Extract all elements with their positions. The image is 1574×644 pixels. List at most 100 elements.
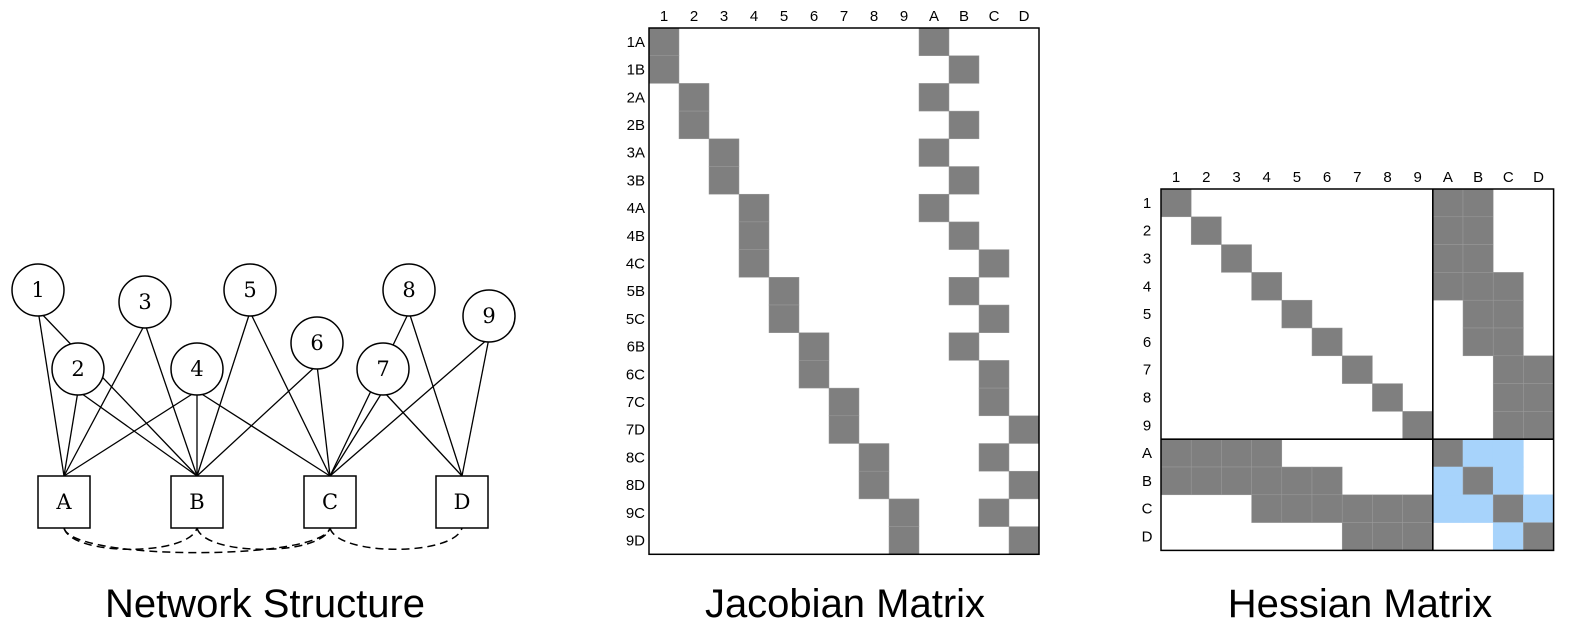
edge-5-B (196, 311, 251, 477)
hessian-filled-cell (1492, 383, 1524, 412)
hessian-filled-cell (1462, 299, 1494, 329)
hessian-filled-cell (1341, 522, 1373, 551)
hessian-highlight-cell (1432, 494, 1464, 523)
hessian-highlight-cell (1492, 522, 1524, 551)
edge-2-B (77, 390, 198, 477)
jacobian-filled-cell (948, 277, 980, 306)
jacobian-filled-cell (858, 470, 890, 500)
hessian-filled-cell (1462, 188, 1494, 218)
hessian-row-label: 9 (1143, 417, 1151, 434)
edge-9-D (461, 337, 490, 477)
jacobian-filled-cell (798, 360, 830, 389)
jacobian-filled-cell (978, 443, 1010, 472)
hessian-filled-cell (1462, 327, 1494, 357)
jacobian-column-label: 1 (660, 8, 668, 25)
jacobian-filled-cell (738, 249, 770, 278)
jacobian-column-label: 3 (720, 8, 728, 25)
variable-circle (170, 342, 224, 396)
jacobian-filled-cell (1008, 415, 1040, 444)
jacobian-row-label: 6C (626, 366, 645, 383)
variable-label: 6 (310, 331, 323, 355)
network-structure-diagram: A B C D 1 2 3 4 5 6 7 8 9 (11, 263, 516, 554)
variable-node-4: 4 (170, 342, 224, 396)
edge-1-B (37, 309, 198, 477)
edge-8-C (329, 311, 410, 477)
variable-node-8: 8 (382, 263, 436, 317)
jacobian-filled-cell (708, 138, 740, 167)
hessian-filled-cell (1221, 244, 1252, 273)
factor-label: C (322, 490, 338, 514)
jacobian-filled-cell (948, 110, 980, 140)
jacobian-filled-cell (648, 27, 680, 56)
hessian-filled-cell (1492, 411, 1524, 440)
jacobian-filled-cell (738, 221, 770, 250)
hessian-filled-cell (1523, 522, 1554, 551)
factor-node-C: C (303, 475, 357, 529)
jacobian-row-label: 3A (627, 145, 645, 162)
jacobian-row-label: 3B (627, 172, 645, 189)
hessian-filled-cell (1281, 299, 1313, 329)
factor-node-A: A (37, 475, 91, 529)
variable-label: 2 (71, 357, 84, 381)
jacobian-filled-cell (978, 360, 1010, 389)
variable-label: 4 (190, 357, 203, 381)
hessian-filled-cell (1190, 466, 1222, 496)
hessian-column-label: 9 (1414, 169, 1422, 186)
hessian-filled-cell (1251, 494, 1283, 523)
jacobian-column-label: 6 (810, 8, 818, 25)
hessian-filled-cell (1462, 216, 1494, 245)
hessian-filled-cell (1251, 466, 1283, 496)
hessian-filled-cell (1221, 438, 1252, 468)
jacobian-row-label: 1B (627, 62, 645, 79)
hessian-filled-cell (1432, 244, 1464, 273)
edge-1-A (37, 309, 65, 477)
jacobian-column-label: 2 (690, 8, 698, 25)
hessian-column-label: B (1473, 169, 1483, 186)
variable-circle (382, 263, 436, 317)
hessian-highlight-cell (1492, 466, 1524, 496)
hessian-filled-cell (1160, 466, 1192, 496)
hessian-row-label: B (1142, 473, 1152, 490)
jacobian-column-label: B (959, 8, 969, 25)
jacobian-filled-cell (888, 498, 920, 527)
jacobian-filled-cell (918, 193, 950, 223)
jacobian-row-label: 4B (627, 228, 645, 245)
dashed-link-B-C (196, 527, 331, 551)
hessian-filled-cell (1462, 466, 1494, 496)
hessian-filled-cell (1311, 466, 1343, 496)
hessian-row-label: 5 (1143, 306, 1151, 323)
jacobian-filled-cell (948, 332, 980, 361)
variable-circle (11, 263, 65, 317)
jacobian-filled-cell (918, 138, 950, 167)
hessian-filled-cell (1160, 188, 1192, 218)
variable-label: 3 (138, 290, 151, 314)
hessian-filled-cell (1432, 188, 1464, 218)
jacobian-filled-cell (948, 166, 980, 195)
hessian-column-label: 5 (1293, 169, 1301, 186)
hessian-column-label: D (1533, 169, 1544, 186)
hessian-filled-cell (1432, 272, 1464, 301)
hessian-filled-cell (1402, 494, 1434, 523)
factor-label: D (454, 490, 471, 514)
hessian-column-label: 7 (1353, 169, 1361, 186)
edge-3-B (144, 323, 198, 477)
jacobian-filled-cell (768, 277, 800, 306)
hessian-highlight-cell (1492, 438, 1524, 468)
hessian-filled-cell (1221, 466, 1252, 496)
dashed-link-C-D (329, 527, 463, 551)
hessian-filled-cell (1523, 355, 1554, 384)
hessian-filled-cell (1281, 466, 1313, 496)
jacobian-row-label: 5B (627, 283, 645, 300)
jacobian-filled-cell (978, 249, 1010, 278)
edge-2-A (63, 390, 79, 477)
variable-node-1: 1 (11, 263, 65, 317)
factor-box (170, 475, 224, 529)
jacobian-column-label: 8 (870, 8, 878, 25)
hessian-filled-cell (1190, 216, 1222, 245)
variable-node-6: 6 (290, 316, 344, 370)
hessian-highlight-cell (1462, 438, 1494, 468)
jacobian-filled-cell (978, 304, 1010, 333)
hessian-filled-cell (1492, 299, 1524, 329)
factor-node-B: B (170, 475, 224, 529)
